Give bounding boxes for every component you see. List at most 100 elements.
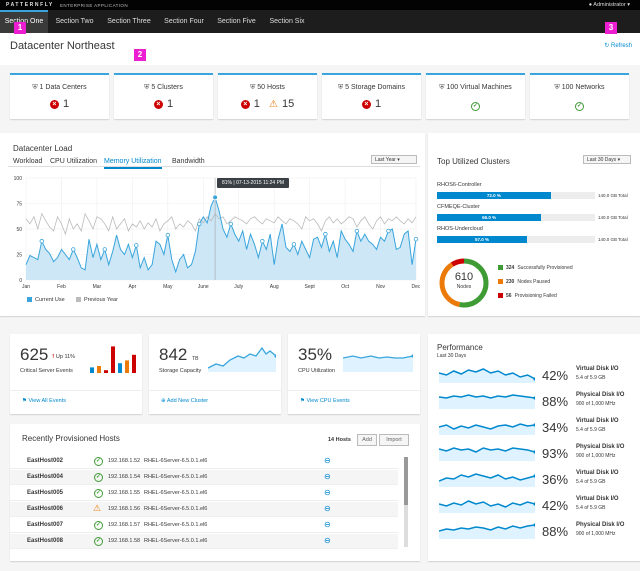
error-circle-icon: ×: [361, 100, 371, 109]
tab-memory-utilization[interactable]: Memory Utilization: [104, 158, 162, 169]
donut-legend-item: 324 Successfully Provisioned: [498, 265, 573, 271]
nodes-donut-chart: [439, 258, 489, 308]
user-menu[interactable]: ● Administrator ▾: [589, 2, 630, 8]
tab-workload[interactable]: Workload: [13, 158, 43, 165]
aggregate-card-data-centers[interactable]: ⛨ 1 Data Centers × 1: [10, 73, 109, 119]
host-os: RHEL-6Server-6.5.0.1.el6: [144, 490, 208, 496]
shield-icon: ⛨: [554, 84, 562, 91]
clusters-period-value: Last 30 Days: [587, 157, 617, 163]
data-point: [228, 221, 234, 227]
table-row[interactable]: EastHost002 ✓ 192.168.1.52 RHEL-6Server-6.5…: [10, 454, 398, 469]
warning-triangle-icon: ⚠: [93, 503, 102, 513]
nav-item-section-five[interactable]: Section Five: [217, 18, 256, 25]
aggregate-label-text: 1 Data Centers: [39, 84, 87, 91]
cluster-name: CFMEQE-Cluster: [437, 204, 480, 210]
cluster-name: RHOS6-Controller: [437, 182, 482, 188]
events-label: Critical Server Events: [20, 368, 73, 374]
aggregate-label-text: 50 Hosts: [257, 84, 285, 91]
donut-value: 610: [454, 271, 474, 283]
shield-icon: ⛨: [144, 84, 152, 91]
info-circle-icon[interactable]: ⊖: [324, 488, 331, 497]
hosts-scrollbar-thumb[interactable]: [404, 457, 408, 505]
performance-sparkline: [439, 473, 535, 487]
performance-percent: 34%: [542, 420, 569, 435]
status-count: 1: [253, 98, 260, 110]
cluster-utilization-bar: 72.0 %: [437, 192, 595, 199]
x-tick-label: Sept: [304, 284, 315, 290]
info-circle-icon[interactable]: ⊖: [324, 456, 331, 465]
aggregate-status: × 1: [10, 98, 109, 110]
hosts-scrollbar[interactable]: [404, 457, 408, 547]
storage-label: Storage Capacity: [159, 368, 202, 374]
x-tick-label: Oct: [341, 284, 349, 290]
performance-sparkline: [439, 368, 535, 383]
aggregate-label: ⛨ 5 Clusters: [114, 84, 213, 92]
info-circle-icon[interactable]: ⊖: [324, 536, 331, 545]
brand-subtitle: ENTERPRISE APPLICATION: [60, 2, 128, 8]
performance-sublabel: 900 of 1,000 MHz: [576, 401, 616, 407]
performance-sparkline: [439, 394, 535, 409]
info-circle-icon[interactable]: ⊖: [324, 504, 331, 513]
x-tick-label: Feb: [57, 284, 66, 290]
performance-label: Virtual Disk I/O: [576, 366, 619, 372]
clusters-title: Top Utilized Clusters: [437, 157, 510, 166]
host-name: EastHost006: [27, 506, 64, 512]
donut-segment: [439, 258, 489, 308]
performance-sparkline: [439, 423, 535, 435]
aggregate-card-networks[interactable]: ⛨ 100 Networks ✓: [530, 73, 629, 119]
aggregate-status: ✓: [426, 98, 525, 111]
host-name: EastHost004: [27, 474, 64, 480]
host-ip: 192.168.1.57: [108, 522, 141, 528]
info-circle-icon[interactable]: ⊖: [324, 472, 331, 481]
aggregate-label-text: 5 Clusters: [151, 84, 183, 91]
cluster-utilization-bar: 66.0 %: [437, 214, 595, 221]
table-row[interactable]: EastHost008 ✓ 192.168.1.58 RHEL-6Server-6.5…: [10, 534, 398, 549]
nav-item-section-three[interactable]: Section Three: [107, 18, 151, 25]
nav-item-section-four[interactable]: Section Four: [164, 18, 204, 25]
table-row[interactable]: EastHost004 ✓ 192.168.1.54 RHEL-6Server-6.5…: [10, 470, 398, 485]
cpu-label: CPU Utilization: [298, 368, 335, 374]
nav-item-section-one[interactable]: Section One: [0, 10, 48, 33]
view-cpu-events-link[interactable]: ⚑ View CPU Events: [300, 398, 350, 404]
donut-label: Nodes: [456, 284, 472, 290]
aggregate-card-storage-domains[interactable]: ⛨ 5 Storage Domains × 1: [322, 73, 421, 119]
shield-icon: ⛨: [337, 84, 346, 91]
add-host-button[interactable]: Add: [357, 434, 377, 446]
storage-sparkline: [208, 346, 276, 372]
load-period-select[interactable]: Last Year ▾: [371, 155, 417, 164]
aggregate-status: × 1: [114, 98, 213, 110]
table-row[interactable]: EastHost005 ✓ 192.168.1.55 RHEL-6Server-6.5…: [10, 486, 398, 501]
event-bar: [118, 363, 122, 373]
clusters-period-select[interactable]: Last 30 Days ▾: [583, 155, 631, 164]
cluster-name: RHOS-Undercloud: [437, 226, 483, 232]
cluster-total: 140.0 GB Total: [598, 215, 628, 220]
data-point: [71, 247, 76, 252]
host-ip: 192.168.1.58: [108, 538, 141, 544]
info-circle-icon[interactable]: ⊖: [324, 520, 331, 529]
x-tick-label: Apr: [128, 284, 136, 290]
event-bar: [90, 367, 94, 373]
view-all-events-link[interactable]: ⚑ View All Events: [22, 398, 66, 404]
refresh-link[interactable]: ↻ Refresh: [604, 42, 632, 49]
legend-count: 324: [506, 265, 515, 271]
host-os: RHEL-6Server-6.5.0.1.el6: [144, 458, 208, 464]
user-icon: ●: [588, 1, 593, 8]
aggregate-card-hosts[interactable]: ⛨ 50 Hosts × 1 ⚠ 15: [218, 73, 317, 119]
data-point: [260, 239, 265, 244]
nav-item-section-six[interactable]: Section Six: [269, 18, 305, 25]
nav-item-section-two[interactable]: Section Two: [55, 18, 94, 25]
aggregate-label: ⛨ 50 Hosts: [218, 84, 317, 92]
host-os: RHEL-6Server-6.5.0.1.el6: [144, 474, 208, 480]
add-new-cluster-link[interactable]: ⊕ Add New Cluster: [161, 398, 208, 404]
event-bar: [111, 346, 115, 373]
data-point: [386, 228, 391, 234]
import-host-button[interactable]: Import: [379, 434, 409, 446]
load-period-value: Last Year: [375, 157, 396, 163]
aggregate-card-virtual-machines[interactable]: ⛨ 100 Virtual Machines ✓: [426, 73, 525, 119]
tab-cpu-utilization[interactable]: CPU Utilization: [50, 158, 98, 165]
performance-title: Performance: [437, 343, 483, 352]
aggregate-card-clusters[interactable]: ⛨ 5 Clusters × 1: [114, 73, 213, 119]
table-row[interactable]: EastHost006 ⚠ 192.168.1.56 RHEL-6Server-6.5…: [10, 502, 398, 517]
table-row[interactable]: EastHost007 ✓ 192.168.1.57 RHEL-6Server-6.5…: [10, 518, 398, 533]
tab-bandwidth[interactable]: Bandwidth: [172, 158, 205, 165]
